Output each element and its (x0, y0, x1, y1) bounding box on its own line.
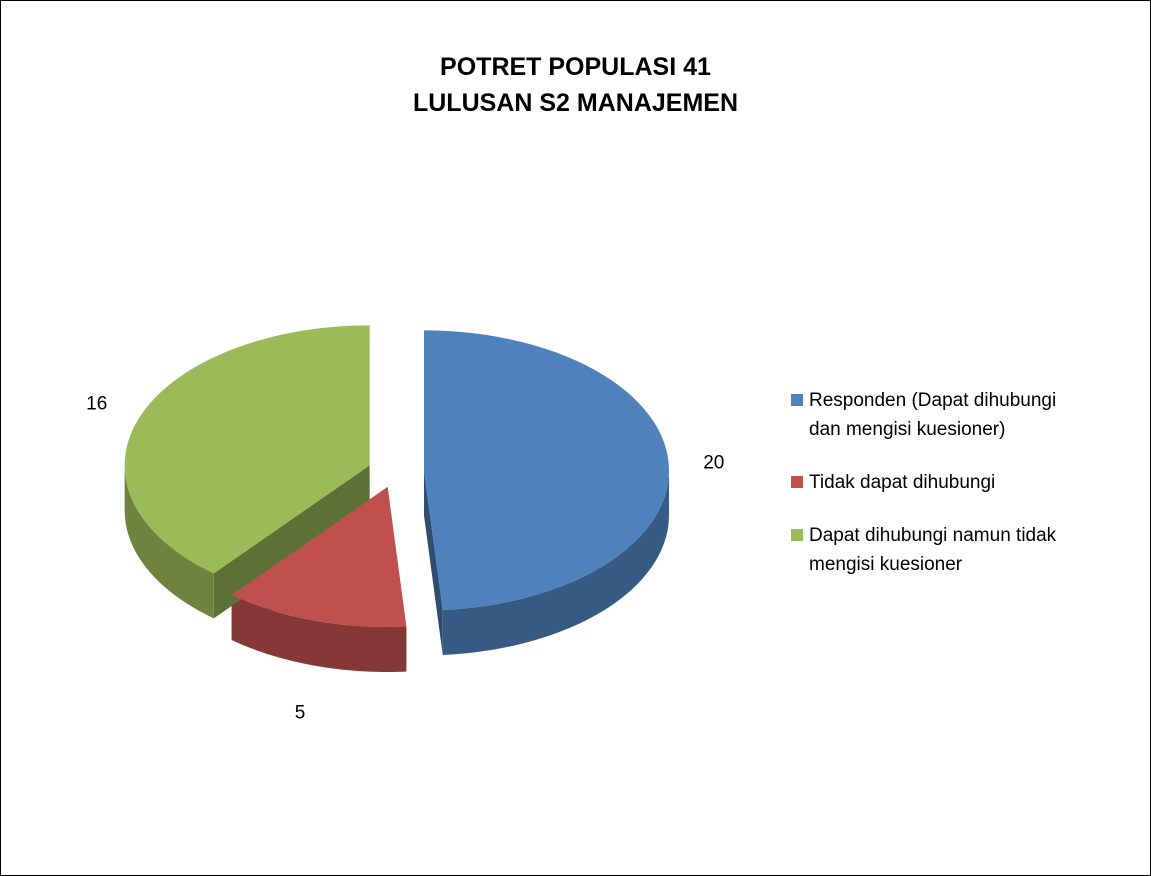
data-label: 20 (703, 452, 724, 473)
title-line: POTRET POPULASI 41 (440, 53, 711, 81)
legend-item: Responden (Dapat dihubungi dan mengisi k… (791, 386, 1146, 444)
slice-side (442, 470, 669, 655)
legend-swatch (791, 529, 803, 541)
plot: 20 5 16 (86, 325, 724, 724)
legend-label: Dapat dihubungi namun tidak mengisi kues… (809, 525, 1057, 575)
data-label: 5 (295, 703, 306, 724)
slice-cut-face (213, 465, 370, 619)
slice-cut-face (423, 470, 443, 655)
legend: Responden (Dapat dihubungi dan mengisi k… (791, 386, 1146, 603)
legend-swatch (791, 476, 803, 488)
slice (231, 487, 407, 628)
slice-side (124, 465, 214, 619)
chart-title: POTRET POPULASI 41 LULUSAN S2 MANAJEMEN (1, 49, 1150, 121)
slice-side (231, 595, 407, 673)
data-label: 16 (86, 393, 107, 414)
slice (423, 330, 669, 610)
title-line: LULUSAN S2 MANAJEMEN (412, 89, 739, 117)
legend-label: Tidak dapat dihubungi (809, 472, 996, 493)
slice (124, 325, 370, 574)
legend-item: Dapat dihubungi namun tidak mengisi kues… (791, 521, 1146, 579)
legend-item: Tidak dapat dihubungi (791, 468, 1146, 497)
legend-label: Responden (Dapat dihubungi dan mengisi k… (809, 390, 1057, 440)
legend-swatch (791, 394, 803, 406)
